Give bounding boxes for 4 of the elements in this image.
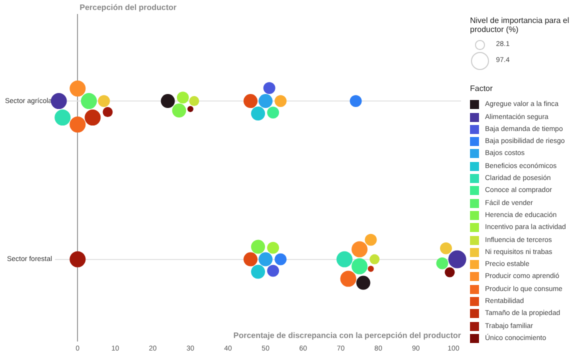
y-axis-title: Percepción del productor: [80, 3, 177, 12]
x-axis-title: Porcentaje de discrepancia con la percepción del productor: [233, 330, 462, 340]
text: Nivel de importancia para el productor (%): [470, 16, 570, 34]
legend-title: Factor: [470, 84, 494, 93]
